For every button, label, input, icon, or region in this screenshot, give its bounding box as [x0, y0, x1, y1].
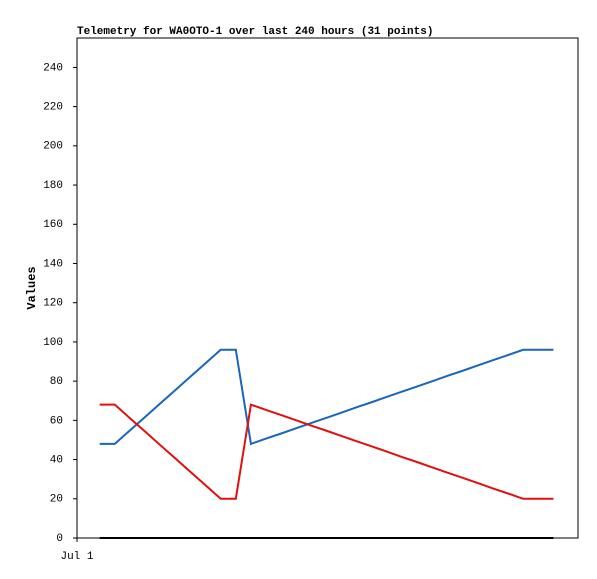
plot-frame	[76, 37, 579, 539]
series-line	[99, 403, 554, 500]
y-tick-label: 80	[50, 376, 63, 388]
y-tick-label: 160	[43, 219, 63, 231]
y-tick-label: 140	[43, 258, 63, 270]
y-tick-label: 220	[43, 102, 63, 114]
y-axis-label: Values	[25, 266, 39, 309]
y-tick-label: 240	[43, 62, 63, 74]
y-tick-label: 60	[50, 415, 63, 427]
series-line	[99, 348, 554, 446]
y-tick-label: 180	[43, 180, 63, 192]
y-tick-label: 100	[43, 337, 63, 349]
y-tick-label: 40	[50, 454, 63, 466]
chart-title: Telemetry for WA0OTO-1 over last 240 hou…	[77, 26, 433, 38]
y-tick-label: 200	[43, 141, 63, 153]
y-tick-label: 0	[56, 533, 63, 545]
y-tick-label: 20	[50, 494, 63, 506]
y-tick-label: 120	[43, 298, 63, 310]
x-tick-label: Jul 1	[60, 551, 93, 563]
